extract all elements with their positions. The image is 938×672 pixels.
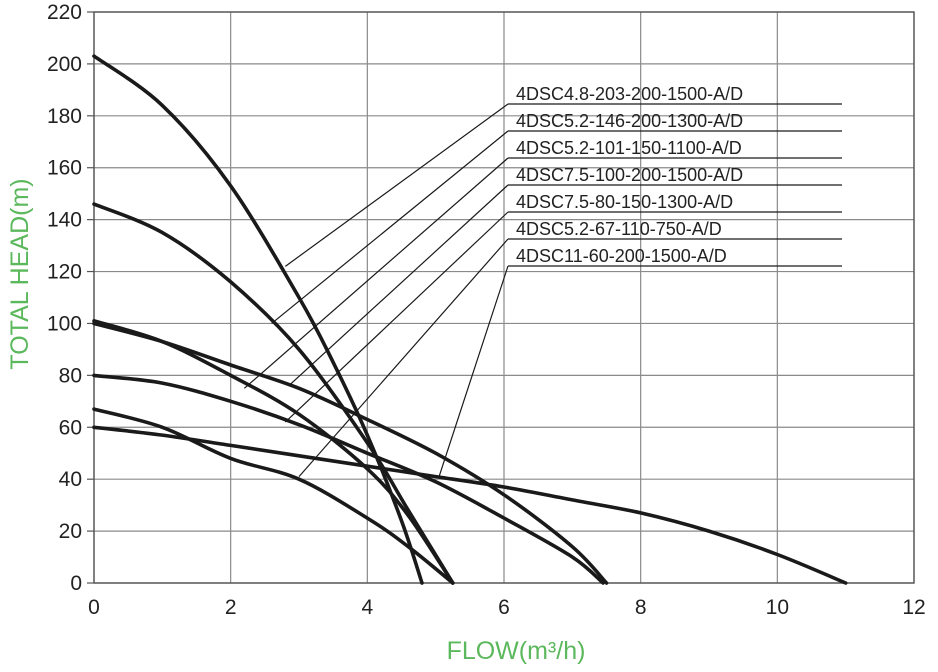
y-tick-label: 100: [47, 312, 82, 335]
legend-label: 4DSC11-60-200-1500-A/D: [516, 246, 727, 266]
series-curve: [92, 321, 609, 585]
series-curve: [92, 54, 424, 585]
y-tick-label: 40: [59, 468, 82, 491]
y-tick-label: 140: [47, 209, 82, 232]
curves: [92, 54, 848, 585]
x-tick-label: 4: [361, 596, 373, 619]
y-tick-label: 0: [70, 572, 82, 595]
x-tick-label: 8: [635, 596, 647, 619]
legend-label: 4DSC7.5-80-150-1300-A/D: [516, 192, 733, 212]
legend: 4DSC4.8-203-200-1500-A/D 4DSC5.2-146-200-…: [508, 84, 842, 267]
legend-label: 4DSC5.2-146-200-1300-A/D: [516, 111, 743, 131]
y-tick-label: 60: [59, 416, 82, 439]
legend-leader-line: [271, 130, 509, 324]
y-tick-label: 200: [47, 53, 82, 76]
legend-leader-line: [284, 211, 509, 423]
y-tick-label: 20: [59, 520, 82, 543]
y-tick-label: 120: [47, 261, 82, 284]
legend-label: 4DSC7.5-100-200-1500-A/D: [516, 165, 743, 185]
y-tick-label: 160: [47, 157, 82, 180]
y-tick-label: 180: [47, 105, 82, 128]
y-axis-title: TOTAL HEAD(m): [6, 178, 34, 369]
x-tick-label: 10: [766, 596, 789, 619]
legend-leader-line: [243, 157, 509, 389]
legend-leader-line: [284, 103, 509, 267]
series-curve: [92, 202, 455, 585]
series-curve: [92, 373, 605, 585]
x-axis-title: FLOW(m³/h): [447, 637, 586, 665]
legend-label: 4DSC5.2-101-150-1100-A/D: [516, 138, 742, 158]
legend-label: 4DSC5.2-67-110-750-A/D: [516, 219, 722, 239]
y-tick-label: 220: [47, 1, 82, 24]
x-tick-label: 2: [225, 596, 237, 619]
legend-leader-line: [298, 238, 509, 477]
legend-label: 4DSC4.8-203-200-1500-A/D: [516, 84, 743, 104]
x-tick-label: 12: [902, 596, 925, 619]
x-tick-label: 0: [88, 596, 100, 619]
grid: [87, 11, 915, 584]
x-tick-label: 6: [498, 596, 510, 619]
leader-lines: [243, 103, 509, 477]
y-tick-label: 80: [59, 364, 82, 387]
series-curve: [92, 407, 455, 585]
series-curve: [92, 425, 848, 585]
plot-frame: [93, 11, 915, 584]
legend-leader-line: [288, 184, 509, 387]
legend-leader-line: [438, 265, 509, 477]
